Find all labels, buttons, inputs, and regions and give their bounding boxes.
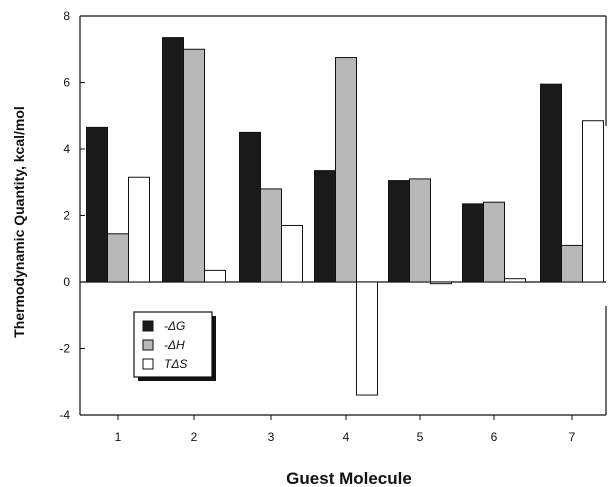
bar — [540, 83, 562, 283]
x-tick-label: 5 — [417, 430, 424, 444]
bar — [561, 244, 583, 283]
bar — [239, 131, 261, 283]
y-tick-label: 8 — [63, 9, 70, 23]
bar — [462, 203, 484, 283]
y-tick-label: 4 — [63, 142, 70, 156]
x-tick-label: 3 — [268, 430, 275, 444]
bar — [409, 178, 431, 283]
legend: -ΔG -ΔH TΔS — [133, 311, 216, 381]
bar — [260, 188, 282, 283]
bar — [183, 48, 205, 283]
x-tick-label: 2 — [191, 430, 198, 444]
y-tick-label: -2 — [59, 342, 70, 356]
legend-swatch — [142, 320, 154, 332]
bar — [335, 57, 357, 283]
bar — [162, 37, 184, 283]
bar — [314, 170, 336, 283]
bar — [204, 269, 226, 283]
y-tick-label: -4 — [59, 408, 70, 422]
x-axis-title: Guest Molecule — [286, 469, 412, 487]
bars-layer — [86, 37, 604, 396]
bar — [430, 281, 452, 285]
x-tick-label: 1 — [115, 430, 122, 444]
y-axis-title: Thermodynamic Quantity, kcal/mol — [11, 106, 27, 338]
bar — [356, 281, 378, 396]
y-tick-label: 6 — [63, 76, 70, 90]
bar — [281, 224, 303, 283]
legend-label: -ΔH — [164, 338, 185, 352]
bar — [128, 176, 150, 283]
legend-label: TΔS — [164, 357, 187, 371]
y-tick-label: 0 — [63, 275, 70, 289]
y-tick-label: 2 — [63, 209, 70, 223]
x-tick-label: 7 — [569, 430, 576, 444]
bar — [107, 233, 129, 283]
bar — [388, 180, 410, 283]
bar — [582, 120, 604, 283]
legend-swatch — [142, 358, 154, 370]
ticks-layer: -4 -2 0 2 4 6 8 1 2 3 4 5 6 7 — [59, 9, 575, 444]
legend-label: -ΔG — [164, 319, 185, 333]
bar — [86, 126, 108, 283]
bar — [483, 201, 505, 283]
x-tick-label: 6 — [491, 430, 498, 444]
legend-swatch — [142, 339, 154, 351]
bar — [504, 278, 526, 283]
x-tick-label: 4 — [343, 430, 350, 444]
